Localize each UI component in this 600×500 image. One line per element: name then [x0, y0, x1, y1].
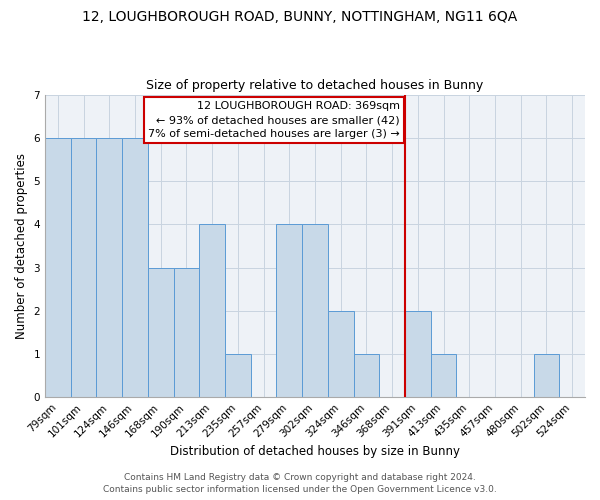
Text: 12 LOUGHBOROUGH ROAD: 369sqm
← 93% of detached houses are smaller (42)
7% of sem: 12 LOUGHBOROUGH ROAD: 369sqm ← 93% of de…: [148, 101, 400, 139]
Bar: [277, 224, 302, 397]
Y-axis label: Number of detached properties: Number of detached properties: [15, 153, 28, 339]
Bar: [353, 354, 379, 397]
Bar: [97, 138, 122, 397]
Text: 12, LOUGHBOROUGH ROAD, BUNNY, NOTTINGHAM, NG11 6QA: 12, LOUGHBOROUGH ROAD, BUNNY, NOTTINGHAM…: [82, 10, 518, 24]
Bar: [173, 268, 199, 397]
Title: Size of property relative to detached houses in Bunny: Size of property relative to detached ho…: [146, 79, 484, 92]
Bar: [148, 268, 173, 397]
Bar: [328, 310, 353, 397]
Bar: [302, 224, 328, 397]
Bar: [533, 354, 559, 397]
Bar: [199, 224, 225, 397]
Bar: [122, 138, 148, 397]
Text: Contains HM Land Registry data © Crown copyright and database right 2024.
Contai: Contains HM Land Registry data © Crown c…: [103, 473, 497, 494]
Bar: [71, 138, 97, 397]
Bar: [405, 310, 431, 397]
Bar: [45, 138, 71, 397]
Bar: [225, 354, 251, 397]
X-axis label: Distribution of detached houses by size in Bunny: Distribution of detached houses by size …: [170, 444, 460, 458]
Bar: [431, 354, 457, 397]
